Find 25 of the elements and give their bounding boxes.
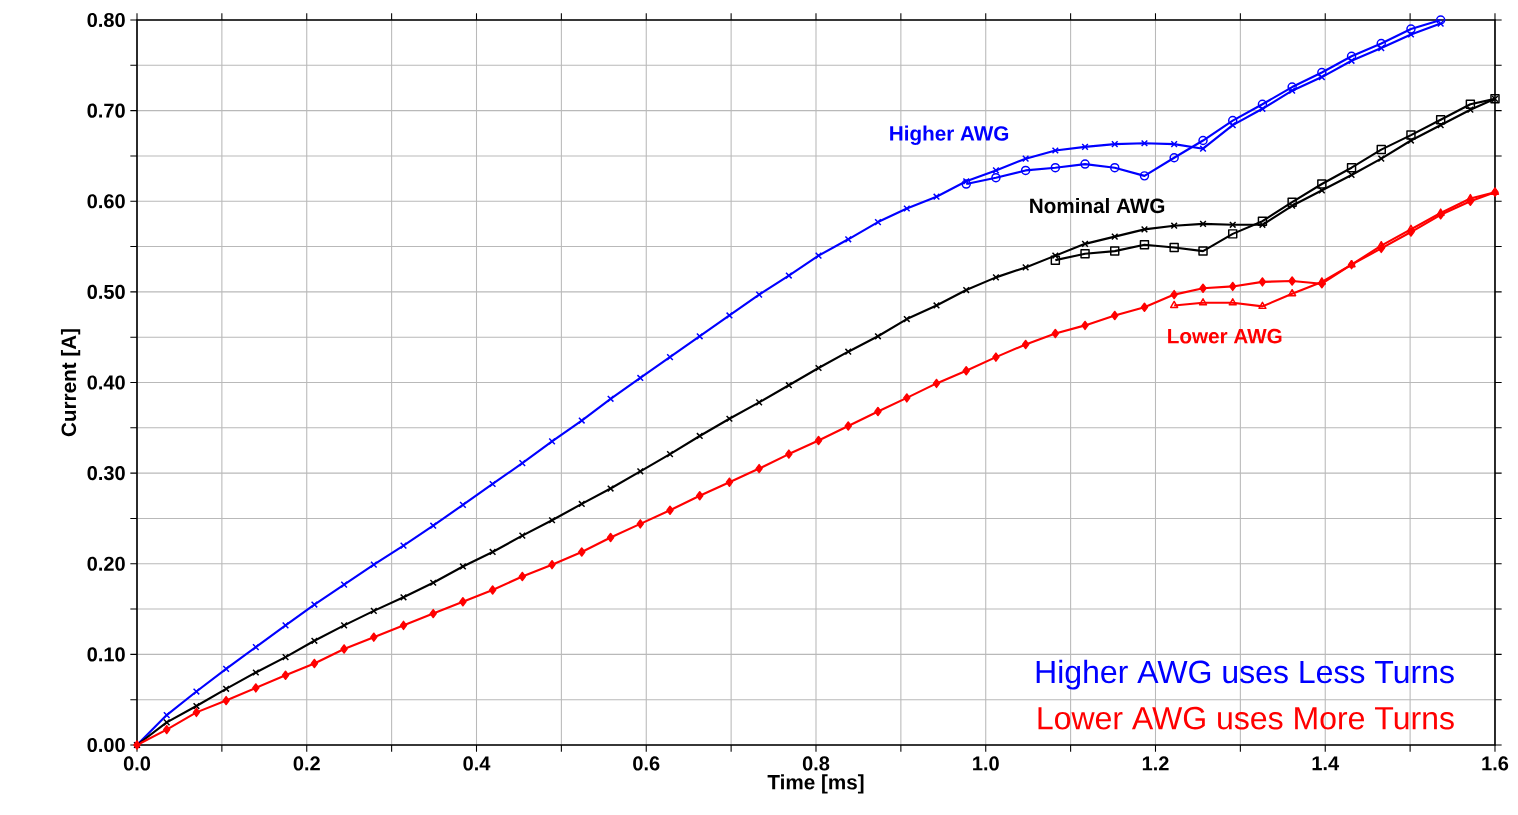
y-axis-title: Current [A] — [60, 329, 81, 437]
annotation: Lower AWG — [1168, 328, 1282, 344]
x-tick-label: 0.6 — [633, 756, 660, 771]
y-tick-label: 0.60 — [87, 194, 125, 209]
x-tick-label: 1.0 — [973, 756, 999, 771]
y-tick-label: 0.30 — [87, 466, 125, 481]
y-tick-label: 0.00 — [87, 737, 125, 753]
y-tick-label: 0.10 — [87, 647, 125, 662]
y-tick-label: 0.50 — [87, 284, 125, 299]
x-tick-label: 0.8 — [802, 756, 830, 771]
x-axis-title: Time [ms] — [767, 774, 864, 794]
y-tick-label: 0.80 — [87, 12, 125, 28]
annotation: Lower AWG uses More Turns — [1038, 706, 1454, 730]
annotation: Nominal AWG — [1030, 198, 1165, 214]
annotation: Higher AWG — [890, 125, 1009, 145]
y-tick-label: 0.70 — [87, 103, 125, 118]
y-tick-label: 0.20 — [87, 556, 125, 571]
x-tick-label: 0.4 — [463, 756, 491, 771]
x-tick-label: 1.6 — [1482, 756, 1509, 771]
x-tick-label: 0.0 — [123, 756, 151, 771]
x-tick-label: 0.2 — [293, 756, 320, 771]
y-tick-label: 0.40 — [87, 375, 125, 390]
x-tick-label: 1.2 — [1142, 756, 1169, 771]
annotation: Higher AWG uses Less Turns — [1036, 659, 1454, 690]
x-tick-label: 1.4 — [1312, 756, 1340, 771]
